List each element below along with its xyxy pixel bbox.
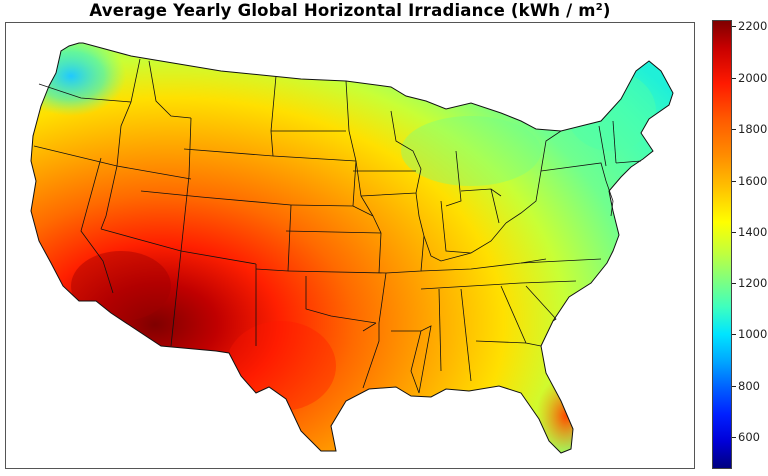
conus-irradiance-map [30,42,674,454]
state-boundaries [30,42,674,454]
colorbar-label: 600 [738,430,760,444]
colorbar [712,20,732,469]
colorbar-tick [732,386,736,387]
title-text: Average Yearly Global Horizontal Irradia… [89,1,596,20]
colorbar-tick [732,26,736,27]
colorbar-tick [732,181,736,182]
colorbar-label: 1000 [738,327,768,341]
colorbar-tick [732,78,736,79]
colorbar-tick [732,437,736,438]
chart-title: Average Yearly Global Horizontal Irradia… [0,1,700,20]
colorbar-label: 1600 [738,174,768,188]
colorbar-label: 1200 [738,276,768,290]
map-plot-area [5,22,695,469]
colorbar-label: 1800 [738,122,768,136]
colorbar-tick [732,283,736,284]
title-superscript: 2 [595,2,603,13]
title-close-paren: ) [602,1,611,20]
colorbar-tick [732,334,736,335]
colorbar-tick [732,129,736,130]
colorbar-label: 2000 [738,71,768,85]
colorbar-label: 1400 [738,225,768,239]
colorbar-tick [732,232,736,233]
colorbar-label: 2200 [738,19,768,33]
colorbar-label: 800 [738,379,760,393]
irradiance-raster [31,43,673,453]
